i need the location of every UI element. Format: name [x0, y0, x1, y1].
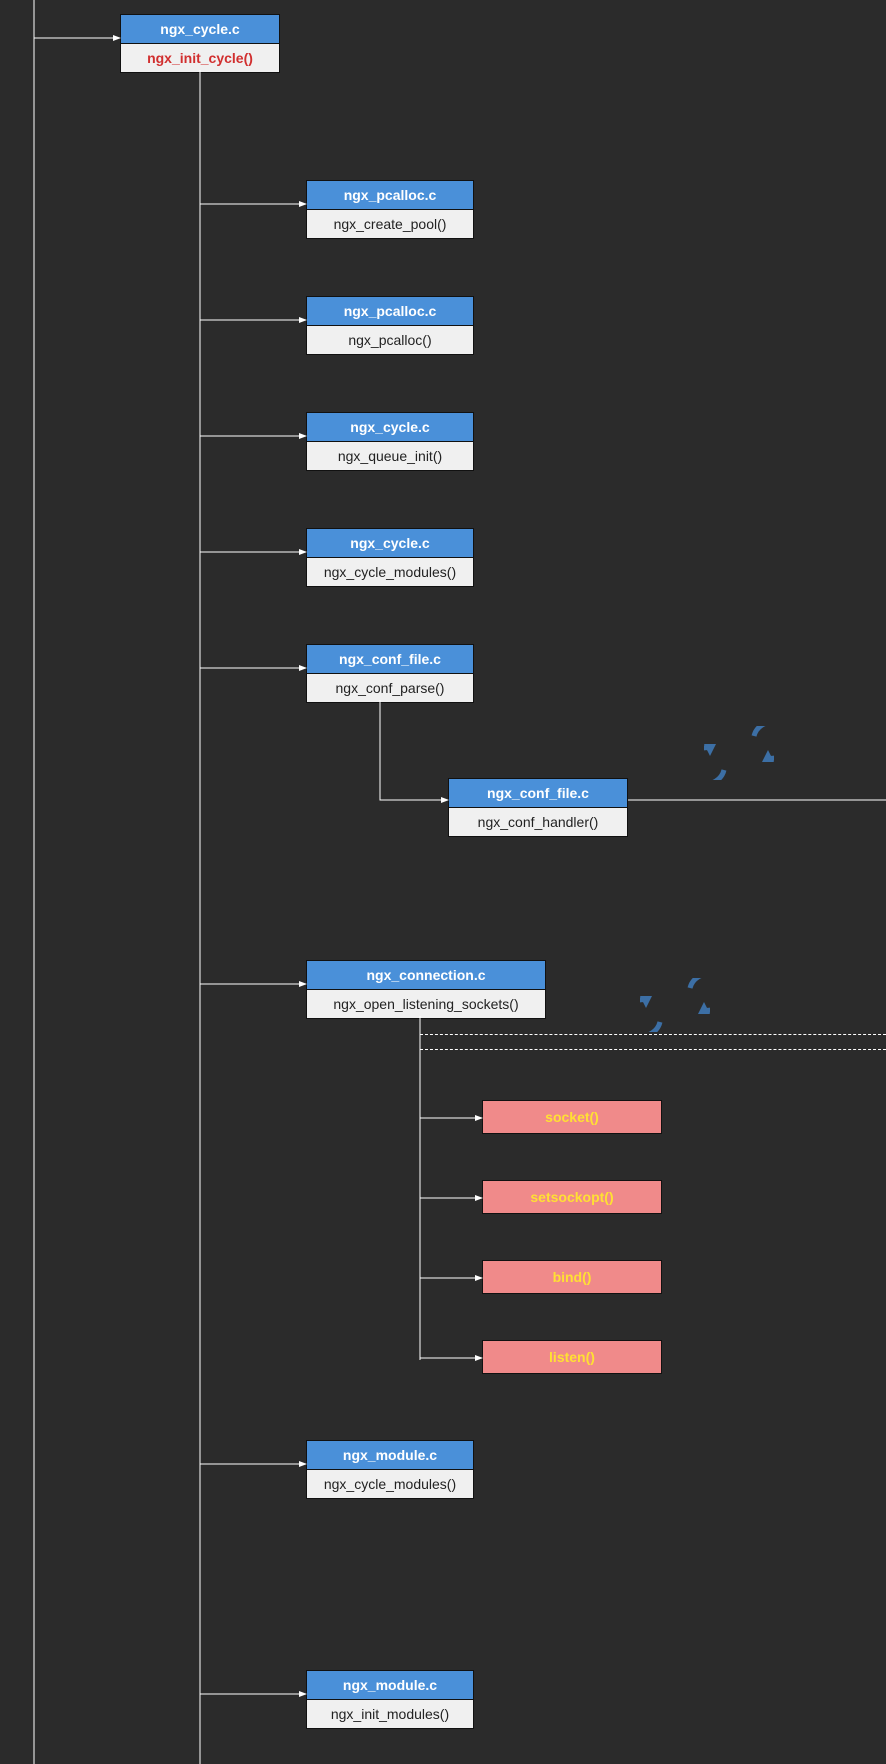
- node-func-label: ngx_open_listening_sockets(): [306, 990, 546, 1019]
- syscall-node: setsockopt(): [482, 1180, 662, 1214]
- call-node: ngx_pcalloc.cngx_pcalloc(): [306, 296, 474, 355]
- node-func-label: ngx_queue_init(): [306, 442, 474, 471]
- call-node: ngx_pcalloc.cngx_create_pool(): [306, 180, 474, 239]
- node-func-label: ngx_cycle_modules(): [306, 1470, 474, 1499]
- node-file-label: ngx_module.c: [306, 1670, 474, 1700]
- node-file-label: ngx_conf_file.c: [306, 644, 474, 674]
- call-node: ngx_connection.cngx_open_listening_socke…: [306, 960, 546, 1019]
- node-file-label: ngx_pcalloc.c: [306, 296, 474, 326]
- node-file-label: ngx_cycle.c: [120, 14, 280, 44]
- syscall-node: socket(): [482, 1100, 662, 1134]
- edges-layer: [0, 0, 886, 1764]
- node-func-label: ngx_pcalloc(): [306, 326, 474, 355]
- node-func-label: ngx_cycle_modules(): [306, 558, 474, 587]
- call-node: ngx_module.cngx_cycle_modules(): [306, 1440, 474, 1499]
- node-file-label: ngx_module.c: [306, 1440, 474, 1470]
- call-node: ngx_module.cngx_init_modules(): [306, 1670, 474, 1729]
- edge: [380, 700, 448, 800]
- node-file-label: ngx_cycle.c: [306, 412, 474, 442]
- node-file-label: ngx_connection.c: [306, 960, 546, 990]
- call-node: ngx_conf_file.cngx_conf_parse(): [306, 644, 474, 703]
- node-func-label: ngx_create_pool(): [306, 210, 474, 239]
- call-node: ngx_cycle.cngx_queue_init(): [306, 412, 474, 471]
- loop-icon: [640, 978, 710, 1037]
- node-func-label: ngx_init_modules(): [306, 1700, 474, 1729]
- node-func-label: ngx_conf_parse(): [306, 674, 474, 703]
- root-node: ngx_cycle.cngx_init_cycle(): [120, 14, 280, 73]
- syscall-node: listen(): [482, 1340, 662, 1374]
- node-file-label: ngx_cycle.c: [306, 528, 474, 558]
- syscall-node: bind(): [482, 1260, 662, 1294]
- node-func-label: ngx_init_cycle(): [120, 44, 280, 73]
- node-file-label: ngx_conf_file.c: [448, 778, 628, 808]
- call-node: ngx_conf_file.cngx_conf_handler(): [448, 778, 628, 837]
- call-node: ngx_cycle.cngx_cycle_modules(): [306, 528, 474, 587]
- node-file-label: ngx_pcalloc.c: [306, 180, 474, 210]
- loop-icon: [704, 726, 774, 785]
- node-func-label: ngx_conf_handler(): [448, 808, 628, 837]
